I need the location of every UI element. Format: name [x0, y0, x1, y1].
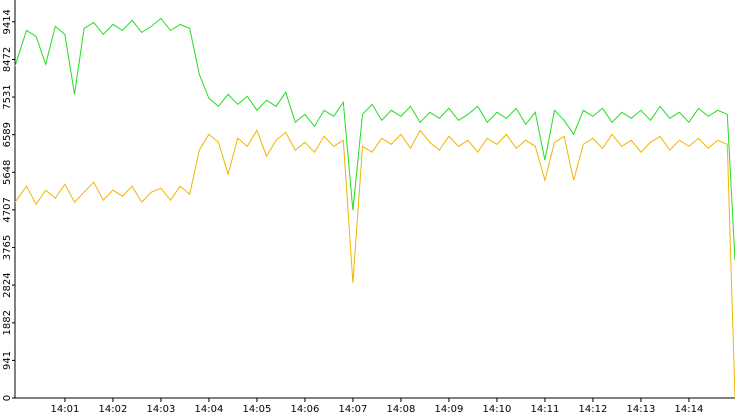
x-tick-label: 14:08: [387, 404, 416, 415]
y-tick-label: 1882: [2, 310, 13, 335]
y-tick-label: 4707: [2, 197, 13, 222]
y-tick-label: 7531: [2, 84, 13, 109]
x-tick-label: 14:12: [579, 404, 608, 415]
x-tick-label: 14:09: [435, 404, 464, 415]
y-tick-label: 941: [2, 351, 13, 370]
series-line: [14, 17, 735, 261]
y-tick-label: 2824: [2, 272, 13, 297]
x-tick-label: 14:04: [195, 404, 224, 415]
y-tick-label: 8472: [2, 47, 13, 72]
x-tick-label: 14:14: [675, 404, 704, 415]
x-tick-label: 14:03: [147, 404, 176, 415]
x-tick-label: 14:13: [627, 404, 656, 415]
x-tick-label: 14:07: [339, 404, 368, 415]
y-tick-label: 6589: [2, 122, 13, 147]
x-tick-label: 14:05: [243, 404, 272, 415]
y-tick-label: 9414: [2, 9, 13, 34]
y-tick-label: 5648: [2, 160, 13, 185]
x-tick-label: 14:01: [51, 404, 80, 415]
y-tick-label: 0: [2, 395, 13, 401]
y-tick-label: 3765: [2, 235, 13, 260]
x-tick-label: 14:10: [483, 404, 512, 415]
series-line: [14, 129, 735, 399]
x-tick-label: 14:02: [99, 404, 128, 415]
x-tick-label: 14:11: [531, 404, 560, 415]
x-tick-label: 14:06: [291, 404, 320, 415]
